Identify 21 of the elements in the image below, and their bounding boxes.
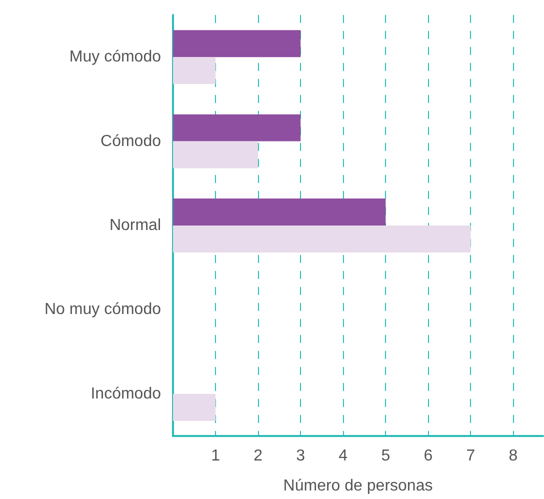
x-tick-label: 5 [381, 448, 390, 464]
bar [173, 394, 216, 421]
x-tick-label: 1 [211, 448, 220, 464]
x-tick-label: 2 [254, 448, 263, 464]
bar [173, 57, 216, 84]
bar [173, 198, 386, 226]
y-tick-label: Incómodo [90, 385, 162, 402]
bar [173, 114, 301, 142]
y-tick-label: Normal [109, 217, 161, 234]
x-tick-label: 3 [296, 448, 306, 464]
y-tick-label: No muy cómodo [44, 301, 162, 318]
x-tick-label: 4 [338, 448, 348, 464]
y-tick-label: Cómodo [100, 132, 162, 150]
bar [173, 226, 471, 252]
x-axis-title: Número de personas [283, 478, 433, 494]
x-tick-label: 8 [508, 448, 518, 464]
x-tick-label: 6 [424, 448, 433, 464]
bar [173, 141, 258, 168]
x-tick-label: 7 [466, 448, 476, 464]
bar [173, 30, 301, 58]
y-tick-label: Muy cómodo [69, 48, 162, 66]
